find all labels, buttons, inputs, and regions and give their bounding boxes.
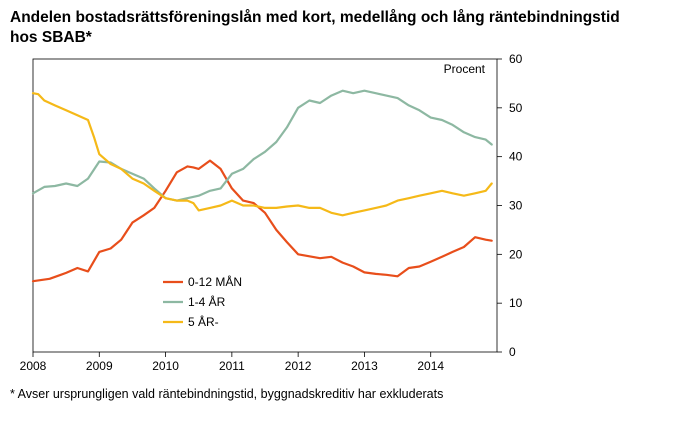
y-tick-label: 20	[509, 247, 523, 261]
legend: 0-12 MÅN 1-4 ÅR 5 ÅR-	[163, 274, 242, 329]
y-tick-label: 10	[509, 296, 523, 310]
legend-label: 0-12 MÅN	[188, 274, 242, 289]
series-line-1	[31, 89, 493, 202]
chart-title-line-1: Andelen bostadsrättsföreningslån med kor…	[10, 9, 620, 26]
x-tick-label: 2009	[86, 359, 113, 373]
y-axis-label: Procent	[444, 62, 486, 76]
x-tick-label: 2008	[20, 359, 47, 373]
series-layer	[31, 89, 493, 283]
x-tick-label: 2012	[285, 359, 312, 373]
plot-frame	[32, 58, 498, 353]
series-line-0	[31, 159, 493, 283]
series-line-2	[31, 92, 493, 217]
y-tick-label: 30	[509, 199, 523, 213]
x-tick-label: 2013	[351, 359, 378, 373]
y-tick-label: 50	[509, 101, 523, 115]
chart-title-line-2: hos SBAB*	[10, 29, 92, 46]
y-tick-label: 40	[509, 150, 523, 164]
x-tick-label: 2010	[152, 359, 179, 373]
x-tick-label: 2011	[219, 359, 245, 373]
x-tick-label: 2014	[417, 359, 444, 373]
chart-title: Andelen bostadsrättsföreningslån med kor…	[10, 8, 675, 48]
legend-label: 5 ÅR-	[188, 314, 219, 329]
y-tick-label: 0	[509, 345, 516, 359]
footnote: * Avser ursprungligen vald räntebindning…	[10, 387, 444, 401]
legend-label: 1-4 ÅR	[188, 294, 226, 309]
x-axis: 2008 2009 2010 2011 2012 2013 2014	[20, 352, 444, 373]
y-tick-label: 60	[509, 52, 523, 66]
y-axis: 0 10 20 30 40 50 60	[497, 52, 523, 359]
